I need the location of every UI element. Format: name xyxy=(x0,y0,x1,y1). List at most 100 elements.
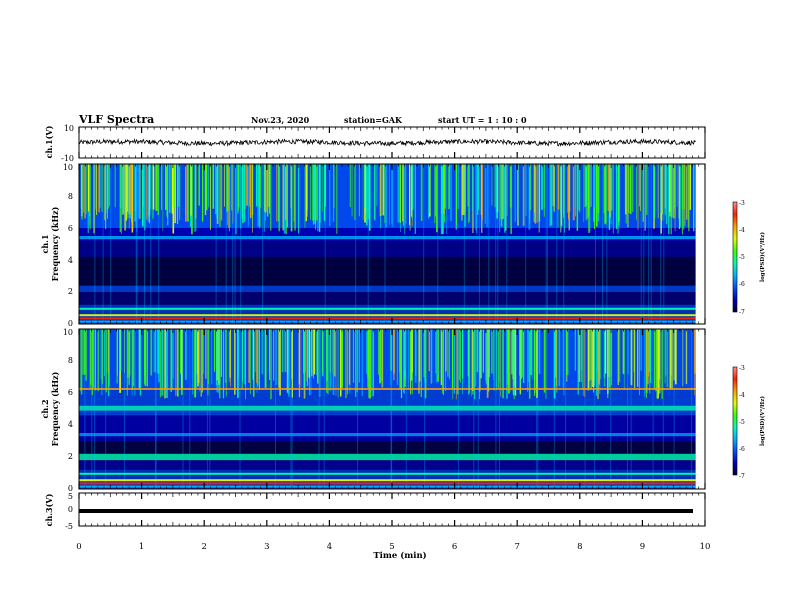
spectral-streak xyxy=(630,164,632,215)
spectral-streak xyxy=(368,164,371,231)
date-label: Nov.23, 2020 xyxy=(251,115,310,125)
spectral-streak xyxy=(124,329,125,373)
spectral-streak xyxy=(543,329,546,393)
spectral-streak xyxy=(370,329,372,398)
spectral-streak xyxy=(107,164,109,208)
spectral-streak xyxy=(447,329,449,377)
spectral-streak xyxy=(122,164,125,214)
spectral-streak xyxy=(315,164,317,221)
spectral-streak xyxy=(195,164,197,232)
spectral-streak xyxy=(695,329,696,373)
spectral-streak xyxy=(310,329,313,373)
spectral-streak xyxy=(304,164,306,228)
spectral-line xyxy=(79,307,696,310)
spectral-streak xyxy=(468,329,471,394)
spectral-streak xyxy=(252,164,254,216)
spectral-streak xyxy=(260,164,262,208)
spectral-streak xyxy=(217,329,219,394)
spectral-streak xyxy=(553,164,555,212)
spectral-streak xyxy=(268,164,270,207)
spectral-streak xyxy=(555,329,557,378)
spectral-streak xyxy=(482,329,484,373)
spectral-streak xyxy=(146,164,148,220)
spectral-streak xyxy=(419,329,421,382)
spectral-streak xyxy=(202,164,204,222)
spectral-streak xyxy=(237,164,239,211)
spectral-streak xyxy=(478,164,480,324)
spectral-streak xyxy=(144,164,146,231)
spectral-streak xyxy=(582,329,583,389)
frequency-band xyxy=(79,240,696,257)
spectral-streak xyxy=(262,164,264,324)
spectral-streak xyxy=(100,329,103,380)
spectral-streak xyxy=(424,329,426,397)
spectral-streak xyxy=(135,164,137,324)
spectral-streak xyxy=(473,329,476,400)
spectral-streak xyxy=(574,329,576,371)
spectral-streak xyxy=(513,329,516,396)
spectral-streak xyxy=(205,164,208,211)
spectral-streak xyxy=(278,164,281,232)
ch1-freq-tick-8: 8 xyxy=(68,192,73,201)
spectral-streak xyxy=(89,164,91,230)
spectral-streak xyxy=(298,329,300,385)
spectral-streak xyxy=(149,164,152,210)
spectral-streak xyxy=(528,164,531,230)
spectral-streak xyxy=(226,164,229,211)
spectral-streak xyxy=(596,329,598,396)
spectral-streak xyxy=(215,164,217,215)
spectral-streak xyxy=(477,329,479,373)
ch2-freq-tick-8: 8 xyxy=(68,356,73,365)
ch2-colorbar-label: log(PSD)(V²/Hz) xyxy=(759,396,766,446)
spectral-streak xyxy=(527,329,529,392)
spectral-streak xyxy=(194,164,196,232)
spectral-streak xyxy=(220,164,223,221)
x-tick-label-4: 4 xyxy=(327,542,332,552)
spectral-streak xyxy=(185,329,187,380)
spectral-streak xyxy=(182,329,184,489)
spectral-streak xyxy=(409,164,411,225)
spectral-streak xyxy=(136,164,138,233)
spectral-streak xyxy=(170,329,172,392)
spectral-streak xyxy=(222,329,225,399)
spectral-streak xyxy=(155,164,158,211)
spectral-streak xyxy=(600,329,602,380)
spectral-streak xyxy=(126,164,129,212)
spectral-streak xyxy=(545,164,547,324)
spectral-streak xyxy=(138,164,140,218)
ch1-spectrogram-image xyxy=(79,164,705,324)
spectral-streak xyxy=(660,164,662,324)
spectral-streak xyxy=(286,164,288,228)
spectral-streak xyxy=(355,329,357,397)
spectral-streak xyxy=(637,164,639,230)
spectral-line xyxy=(79,482,696,485)
spectral-streak xyxy=(134,164,136,222)
spectral-streak xyxy=(276,164,278,222)
spectral-streak xyxy=(584,329,586,489)
spectral-streak xyxy=(250,329,251,395)
spectral-streak xyxy=(124,164,126,231)
spectral-streak xyxy=(198,164,200,206)
spectral-streak xyxy=(610,329,612,376)
spectral-streak xyxy=(105,164,106,207)
spectral-streak xyxy=(655,329,656,392)
spectral-streak xyxy=(349,164,351,207)
spectral-streak xyxy=(270,164,272,231)
spectral-streak xyxy=(480,164,482,215)
spectral-streak xyxy=(504,164,506,233)
spectral-streak xyxy=(229,164,231,228)
spectral-streak xyxy=(598,164,600,214)
spectral-streak xyxy=(678,164,680,219)
spectral-streak xyxy=(590,164,592,207)
spectral-streak xyxy=(174,164,176,224)
spectral-streak xyxy=(506,164,508,216)
spectral-streak xyxy=(611,329,613,386)
spectral-streak xyxy=(525,164,527,324)
spectral-streak xyxy=(312,164,314,225)
spectral-streak xyxy=(596,164,598,227)
ch1-spectrogram-ylabel-frequency: Frequency (kHz) xyxy=(50,206,60,281)
spectral-streak xyxy=(673,329,675,489)
spectral-streak xyxy=(165,164,167,210)
spectral-streak xyxy=(291,329,293,379)
spectral-streak xyxy=(341,329,343,388)
